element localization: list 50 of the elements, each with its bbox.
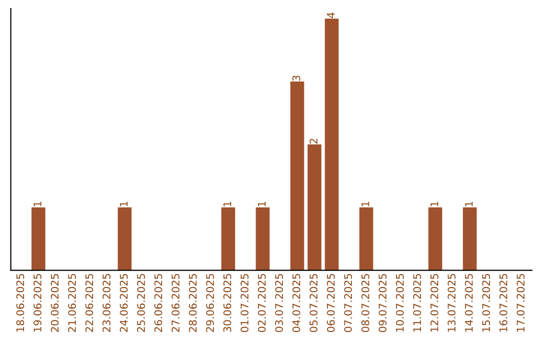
bar — [221, 207, 236, 270]
x-tick-label: 28.06.2025 — [188, 274, 197, 332]
bar — [118, 207, 132, 270]
x-tick-label: 15.07.2025 — [482, 274, 490, 332]
x-tick-label: 05.07.2025 — [310, 274, 318, 332]
x-tick-label: 20.06.2025 — [50, 274, 59, 332]
x-tick-label: 30.06.2025 — [223, 274, 232, 332]
x-tick-label: 17.07.2025 — [516, 274, 525, 332]
x-tick-label: 21.06.2025 — [68, 274, 76, 332]
data-label: 2 — [310, 138, 318, 144]
bar — [359, 207, 374, 270]
x-tick-label: 01.07.2025 — [240, 274, 248, 332]
bar — [256, 207, 270, 270]
bar — [32, 207, 46, 270]
x-tick-label: 10.07.2025 — [396, 274, 404, 332]
x-tick-label: 24.06.2025 — [120, 274, 128, 332]
x-tick-label: 03.07.2025 — [275, 274, 283, 332]
data-label: 1 — [362, 202, 370, 206]
bar — [308, 144, 322, 270]
data-label: 4 — [327, 12, 335, 18]
x-tick-label: 08.07.2025 — [361, 274, 370, 332]
data-label: 3 — [292, 76, 300, 81]
x-tick-label: 26.06.2025 — [154, 274, 162, 332]
data-label: 1 — [223, 202, 232, 206]
x-tick-label: 22.06.2025 — [85, 274, 94, 332]
x-tick-label: 16.07.2025 — [499, 274, 508, 332]
x-tick-label: 06.07.2025 — [326, 274, 335, 332]
x-tick-label: 14.07.2025 — [464, 274, 473, 332]
data-label: 1 — [465, 202, 473, 206]
x-tick-label: 25.06.2025 — [137, 274, 145, 332]
x-tick-label: 12.07.2025 — [430, 274, 438, 332]
x-tick-label: 18.06.2025 — [16, 274, 24, 332]
data-label: 1 — [34, 202, 42, 206]
x-tick-label: 02.07.2025 — [258, 274, 266, 332]
bar — [324, 18, 339, 270]
x-tick-label: 11.07.2025 — [413, 274, 422, 332]
x-tick-label: 19.06.2025 — [34, 274, 42, 332]
x-tick-label: 29.06.2025 — [206, 274, 214, 332]
bar — [428, 207, 442, 270]
data-label: 1 — [430, 202, 438, 206]
bar — [462, 207, 477, 270]
x-tick-label: 09.07.2025 — [378, 274, 387, 332]
bar — [290, 82, 304, 270]
data-label: 1 — [258, 202, 266, 206]
x-tick-label: 13.07.2025 — [448, 274, 456, 332]
x-tick-label: 07.07.2025 — [344, 274, 352, 332]
x-tick-label: 27.06.2025 — [172, 274, 180, 332]
data-label: 1 — [120, 202, 128, 206]
x-tick-label: 23.06.2025 — [102, 274, 110, 332]
x-tick-label: 04.07.2025 — [292, 274, 300, 332]
